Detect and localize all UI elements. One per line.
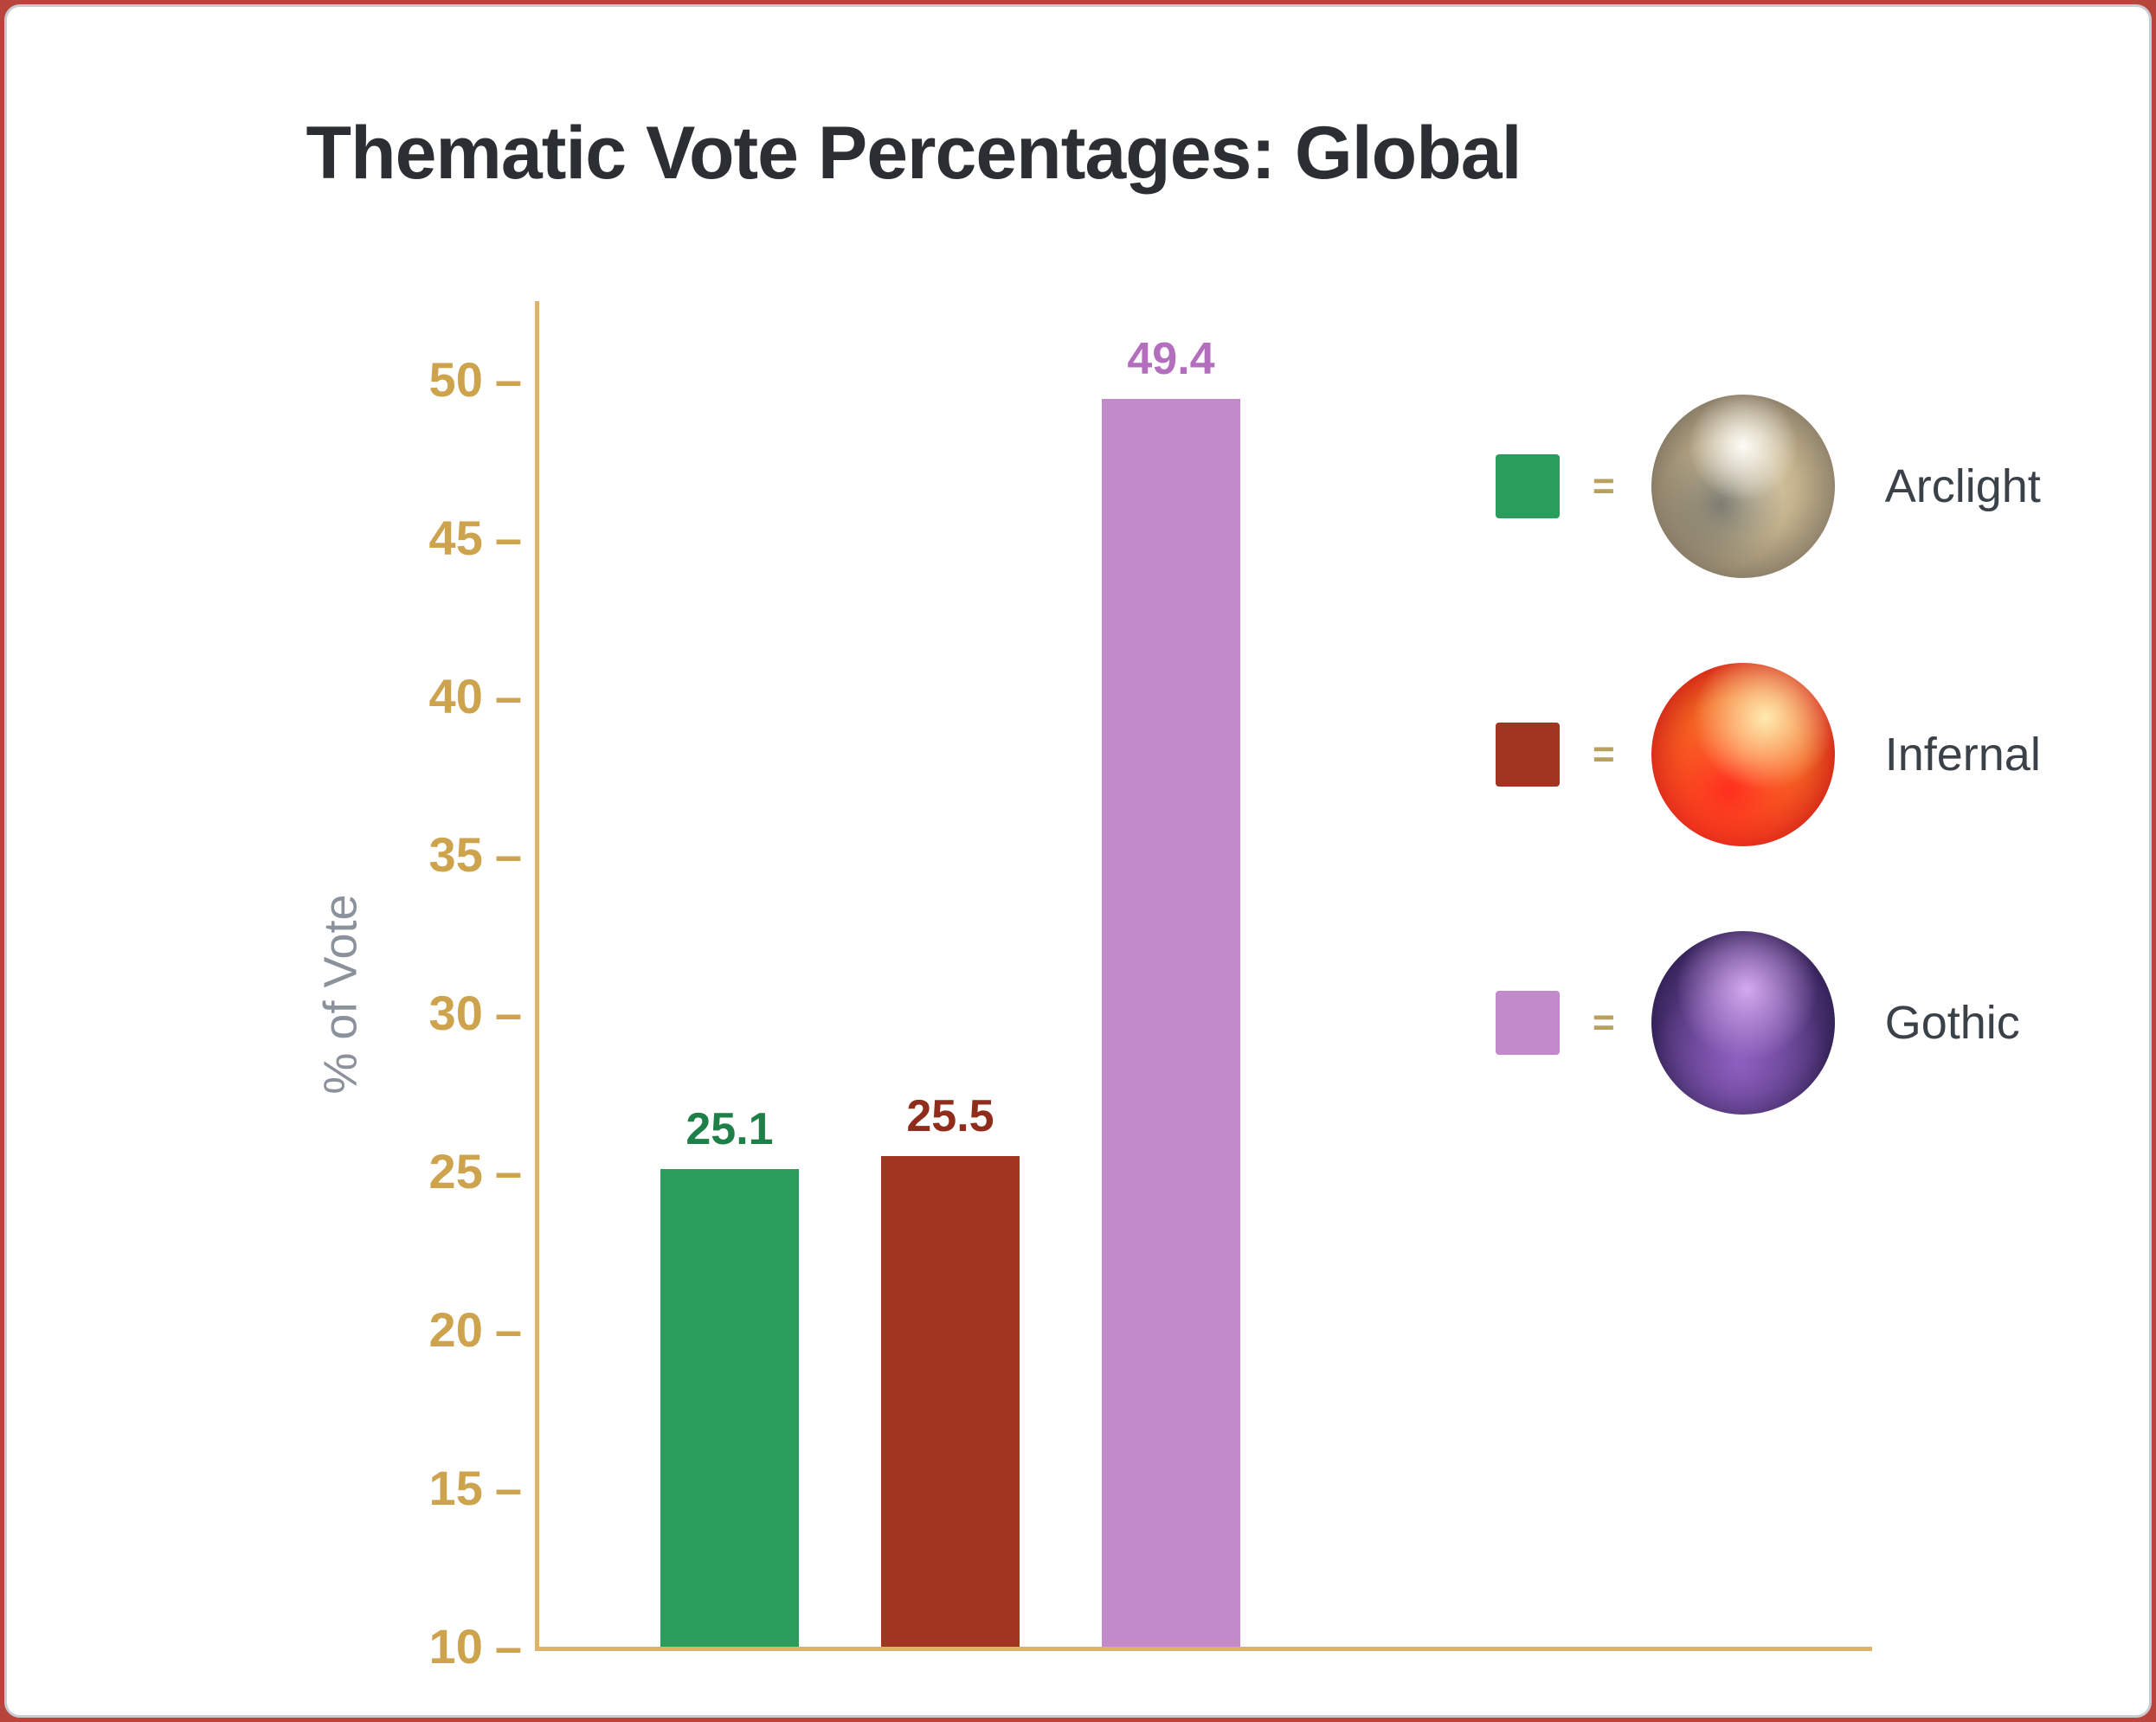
- legend: = Arclight = Infernal = Gothic: [1496, 395, 2041, 1115]
- equals-sign: =: [1593, 1001, 1615, 1044]
- y-tick-mark: –: [494, 1461, 522, 1516]
- equals-sign: =: [1593, 465, 1615, 507]
- y-tick-mark: –: [494, 511, 522, 566]
- y-tick-value: 40: [428, 669, 483, 724]
- bar-arclight: 25.1: [660, 1104, 799, 1647]
- bar-value-label-gothic: 49.4: [1127, 334, 1215, 385]
- y-tick-value: 10: [428, 1619, 483, 1674]
- arclight-avatar: [1651, 395, 1835, 578]
- legend-label-gothic: Gothic: [1884, 997, 2020, 1049]
- y-tick-mark: –: [494, 352, 522, 408]
- y-tick-mark: –: [494, 1619, 522, 1674]
- y-tick-mark: –: [494, 1302, 522, 1358]
- y-tick-mark: –: [494, 669, 522, 724]
- arclight-swatch: [1496, 454, 1560, 518]
- y-tick-value: 25: [428, 1144, 483, 1199]
- bar-gothic: 49.4: [1102, 334, 1240, 1647]
- plot-area: 50–45–40–35–30–25–20–15–10– 25.1 25.5 49.4: [429, 301, 1872, 1671]
- y-axis-ticks: 50–45–40–35–30–25–20–15–10–: [362, 301, 522, 1671]
- gothic-avatar: [1651, 931, 1835, 1115]
- y-tick-value: 30: [428, 986, 483, 1041]
- y-tick-35: 35–: [429, 831, 522, 879]
- y-tick-mark: –: [494, 827, 522, 883]
- legend-label-infernal: Infernal: [1884, 729, 2041, 781]
- gothic-swatch: [1496, 991, 1560, 1055]
- y-tick-25: 25–: [429, 1147, 522, 1196]
- infernal-avatar: [1651, 663, 1835, 846]
- legend-row-arclight: = Arclight: [1496, 395, 2041, 578]
- infernal-swatch: [1496, 723, 1560, 787]
- y-tick-value: 15: [428, 1461, 483, 1516]
- chart-card: Thematic Vote Percentages: Global % of V…: [4, 4, 2152, 1718]
- y-tick-15: 15–: [429, 1464, 522, 1513]
- equals-sign: =: [1593, 733, 1615, 775]
- bars-container: 25.1 25.5 49.4: [539, 301, 1872, 1647]
- y-tick-20: 20–: [429, 1306, 522, 1354]
- bar-value-label-arclight: 25.1: [685, 1103, 774, 1154]
- y-tick-value: 20: [428, 1302, 483, 1358]
- y-axis-label: % of Vote: [314, 894, 367, 1095]
- y-tick-value: 50: [428, 352, 483, 408]
- chart-title: Thematic Vote Percentages: Global: [306, 112, 1522, 195]
- y-tick-mark: –: [494, 1144, 522, 1199]
- legend-label-arclight: Arclight: [1884, 460, 2041, 512]
- y-tick-40: 40–: [429, 672, 522, 721]
- bar-infernal: 25.5: [881, 1091, 1020, 1647]
- y-tick-10: 10–: [429, 1622, 522, 1671]
- bar-value-label-infernal: 25.5: [906, 1090, 994, 1141]
- y-tick-50: 50–: [429, 356, 522, 404]
- y-tick-30: 30–: [429, 989, 522, 1038]
- legend-row-infernal: = Infernal: [1496, 663, 2041, 846]
- y-tick-45: 45–: [429, 514, 522, 562]
- legend-row-gothic: = Gothic: [1496, 931, 2041, 1115]
- y-tick-value: 35: [428, 827, 483, 883]
- y-tick-value: 45: [428, 511, 483, 566]
- y-tick-mark: –: [494, 986, 522, 1041]
